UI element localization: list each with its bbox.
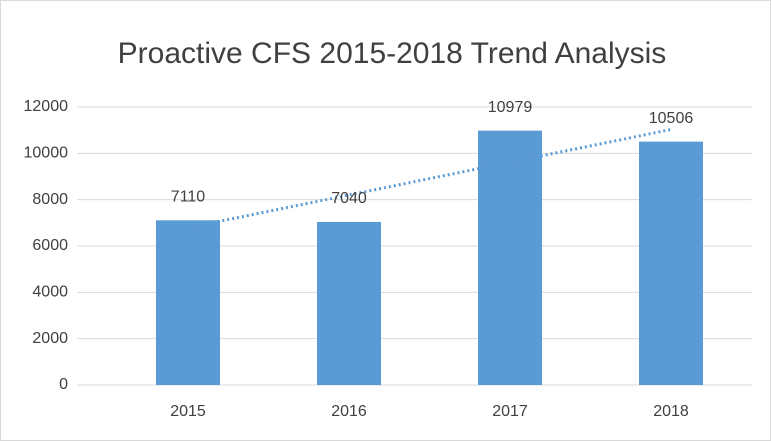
x-tick-label: 2017 [492,403,528,420]
data-label: 7040 [331,190,367,207]
y-tick-label: 4000 [32,284,68,301]
bar [478,130,542,385]
data-label: 10979 [488,99,533,116]
chart-title: Proactive CFS 2015-2018 Trend Analysis [118,37,667,70]
bar [317,221,381,385]
bar [156,220,220,385]
y-tick-label: 12000 [24,98,69,115]
data-label: 10506 [649,110,694,127]
x-tick-label: 2016 [331,403,367,420]
x-tick-label: 2015 [170,403,206,420]
y-tick-label: 0 [59,376,68,393]
y-tick-label: 6000 [32,237,68,254]
bar [639,141,703,385]
y-tick-label: 10000 [24,145,69,162]
x-tick-label: 2018 [653,403,689,420]
y-tick-label: 8000 [32,191,68,208]
y-tick-label: 2000 [32,330,68,347]
data-label: 7110 [171,189,206,206]
trendline [187,128,672,230]
